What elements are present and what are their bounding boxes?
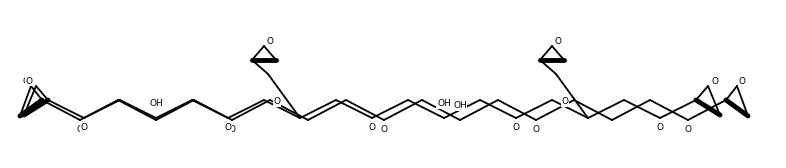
Text: O: O: [656, 122, 663, 132]
Text: O: O: [369, 122, 376, 132]
Text: O: O: [711, 76, 718, 86]
Text: O: O: [266, 37, 274, 47]
Text: O: O: [512, 122, 520, 132]
Text: O: O: [274, 97, 281, 107]
Text: O: O: [25, 76, 32, 86]
Text: O: O: [80, 122, 87, 132]
Text: O: O: [739, 76, 745, 86]
Text: O: O: [76, 124, 83, 134]
Text: OH: OH: [453, 101, 467, 111]
Text: O: O: [23, 76, 30, 86]
Text: OH: OH: [437, 99, 451, 109]
Text: OH: OH: [149, 101, 163, 111]
Text: O: O: [380, 124, 387, 134]
Text: O: O: [532, 124, 539, 134]
Text: OH: OH: [149, 99, 163, 109]
Text: O: O: [554, 37, 561, 47]
Text: O: O: [685, 124, 692, 134]
Text: O: O: [229, 124, 236, 134]
Text: O: O: [225, 122, 232, 132]
Text: O: O: [561, 97, 568, 107]
